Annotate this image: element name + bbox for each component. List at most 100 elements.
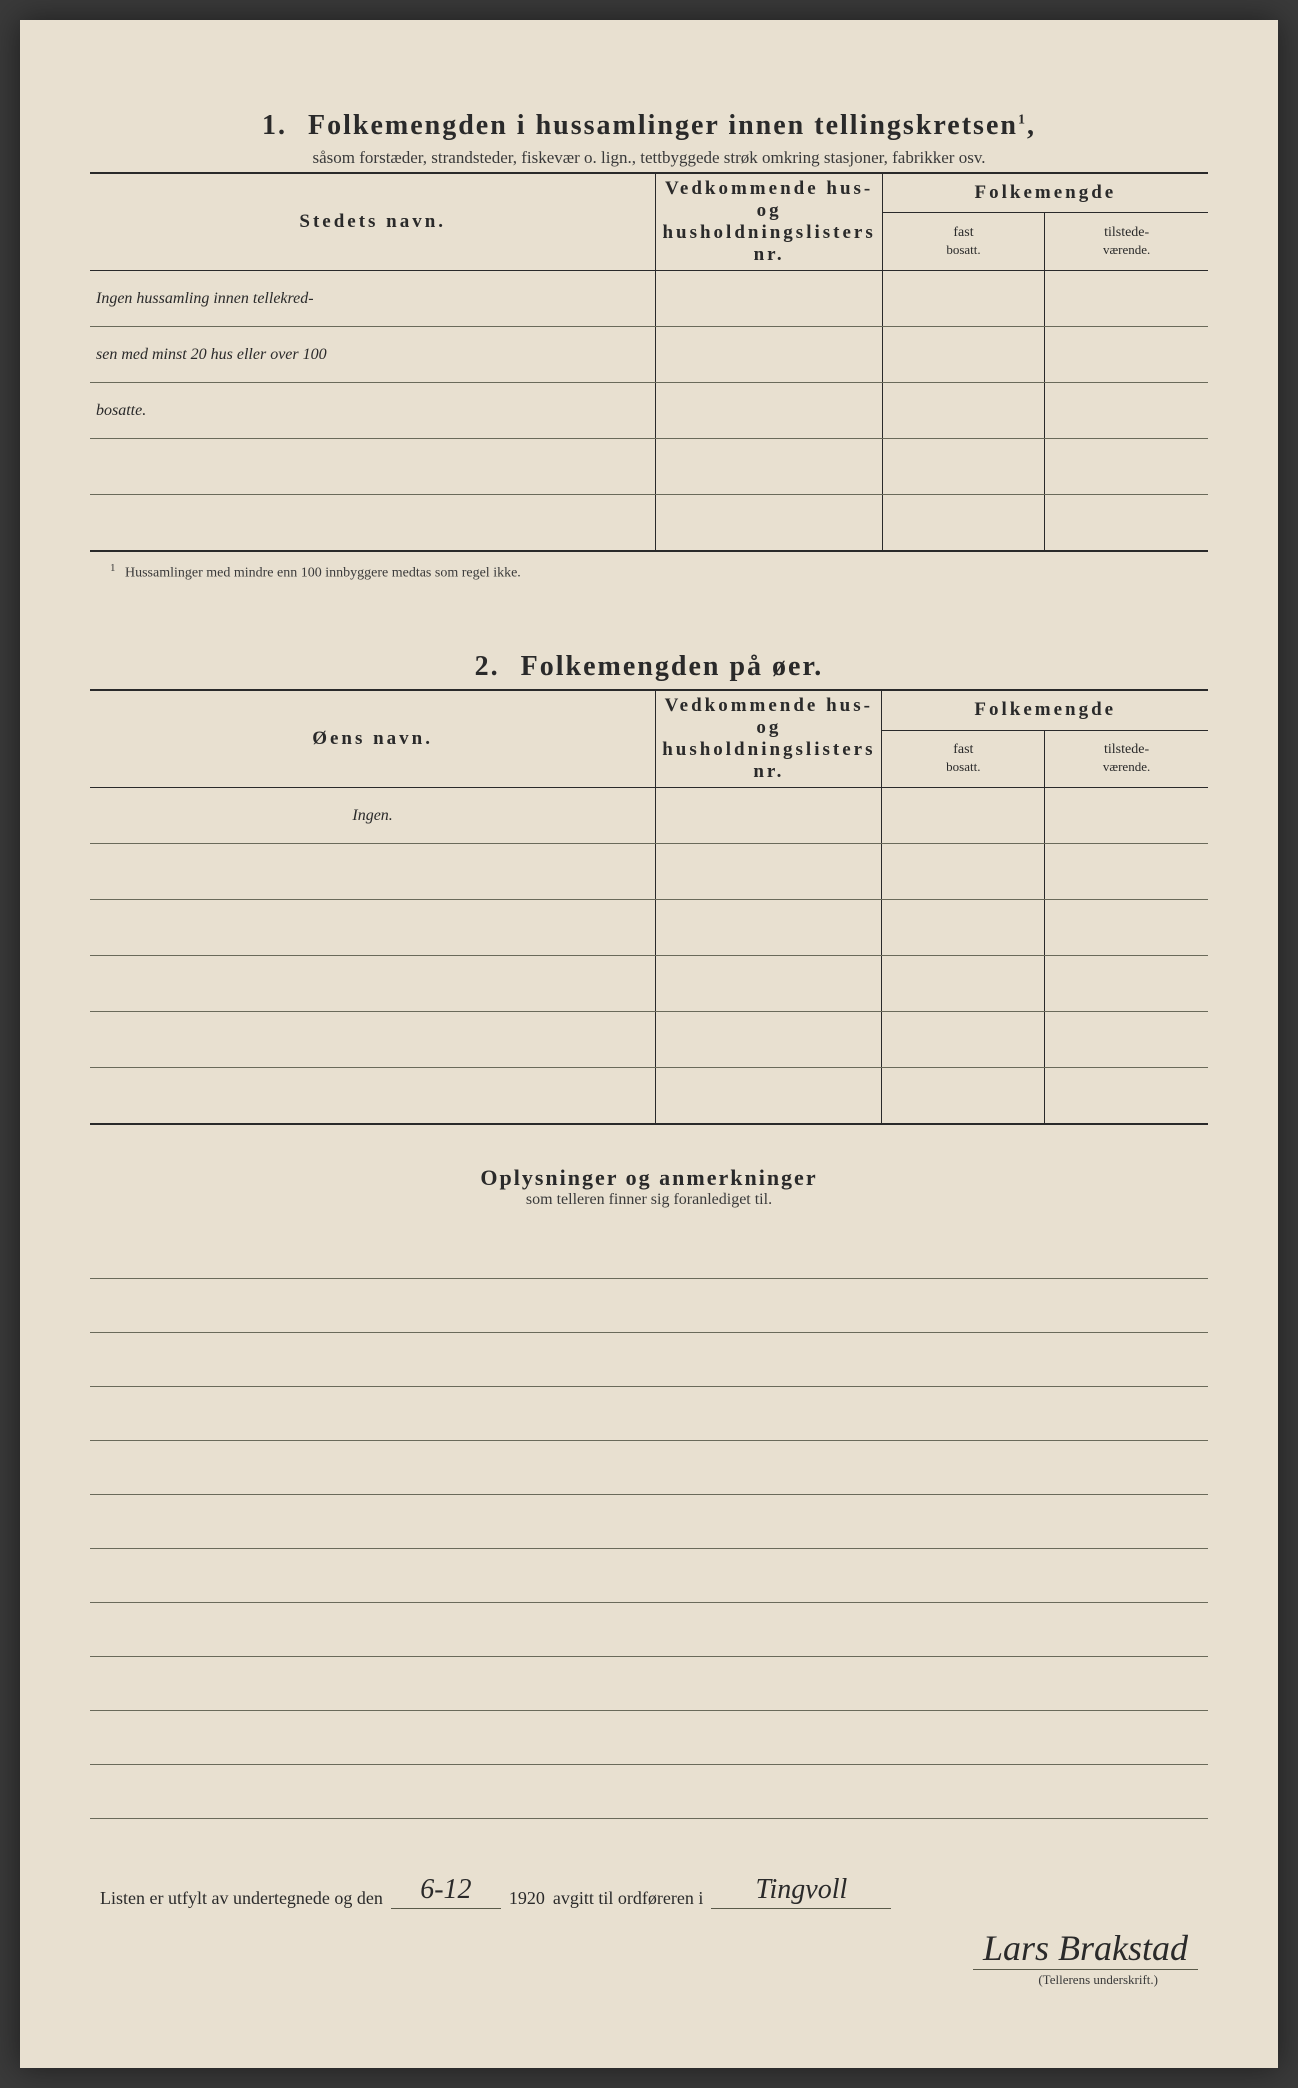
- empty-cell: [90, 495, 656, 551]
- empty-cell: [656, 383, 882, 439]
- empty-cell: [1045, 900, 1208, 956]
- empty-cell: [656, 788, 882, 844]
- col-header-ref: Vedkommende hus- og husholdningslisters …: [656, 690, 882, 788]
- section-1-title: 1. Folkemengden i hussamlinger innen tel…: [90, 110, 1208, 142]
- section-3: Oplysninger og anmerkninger som telleren…: [90, 1165, 1208, 1819]
- empty-cell: [90, 1068, 656, 1124]
- footnote-text: Hussamlinger med mindre enn 100 innbygge…: [125, 565, 521, 580]
- col-header-name: Øens navn.: [90, 690, 656, 788]
- empty-cell: [882, 1068, 1045, 1124]
- sig-prefix: Listen er utfylt av undertegnede og den: [100, 1888, 383, 1909]
- col-header-folkemengde: Folkemengde: [882, 690, 1208, 730]
- empty-cell: [90, 844, 656, 900]
- section-3-title: Oplysninger og anmerkninger: [90, 1165, 1208, 1191]
- table-row: Ingen hussamling innen tellekred-: [90, 271, 1208, 327]
- empty-cell: [1045, 1012, 1208, 1068]
- handwritten-cell: bosatte.: [90, 383, 656, 439]
- section-2-title-text: Folkemengden på øer.: [521, 651, 824, 682]
- ruled-line: [90, 1549, 1208, 1603]
- signature-name-row: Lars Brakstad: [100, 1927, 1198, 1970]
- handwritten-cell: sen med minst 20 hus eller over 100: [90, 327, 656, 383]
- col-header-fast: fast bosatt.: [882, 730, 1045, 788]
- table-row: sen med minst 20 hus eller over 100: [90, 327, 1208, 383]
- empty-cell: [90, 900, 656, 956]
- empty-cell: [1045, 271, 1208, 327]
- empty-cell: [882, 956, 1045, 1012]
- signature-caption: (Tellerens underskrift.): [100, 1972, 1198, 1988]
- ruled-line: [90, 1441, 1208, 1495]
- table-row: bosatte.: [90, 383, 1208, 439]
- empty-cell: [656, 1068, 882, 1124]
- section-2-table: Øens navn. Vedkommende hus- og husholdni…: [90, 689, 1208, 1125]
- ruled-line: [90, 1387, 1208, 1441]
- ruled-line: [90, 1711, 1208, 1765]
- handwritten-cell: Ingen hussamling innen tellekred-: [90, 271, 656, 327]
- col-header-folkemengde: Folkemengde: [882, 173, 1208, 213]
- remarks-lines: [90, 1225, 1208, 1819]
- table-row: [90, 844, 1208, 900]
- empty-cell: [90, 1012, 656, 1068]
- empty-cell: [882, 495, 1045, 551]
- signature-block: Listen er utfylt av undertegnede og den …: [100, 1874, 1198, 1988]
- section-3-subtitle: som telleren finner sig foranlediget til…: [90, 1191, 1208, 1209]
- empty-cell: [1045, 956, 1208, 1012]
- table-row: [90, 956, 1208, 1012]
- section-1-number: 1.: [262, 110, 287, 141]
- section-2-number: 2.: [475, 651, 500, 682]
- sig-place: Tingvoll: [711, 1874, 891, 1909]
- table-row: [90, 1012, 1208, 1068]
- empty-cell: [656, 900, 882, 956]
- handwritten-cell: Ingen.: [90, 788, 656, 844]
- ruled-line: [90, 1603, 1208, 1657]
- table-row: [90, 1068, 1208, 1124]
- section-2-title: 2. Folkemengden på øer.: [90, 651, 1208, 683]
- sig-date: 6-12: [391, 1874, 501, 1909]
- ruled-line: [90, 1495, 1208, 1549]
- footnote-number: 1: [110, 562, 116, 574]
- empty-cell: [882, 327, 1045, 383]
- table-row: [90, 495, 1208, 551]
- empty-cell: [656, 956, 882, 1012]
- table-row: Ingen.: [90, 788, 1208, 844]
- empty-cell: [882, 439, 1045, 495]
- empty-cell: [656, 1012, 882, 1068]
- ruled-line: [90, 1657, 1208, 1711]
- empty-cell: [882, 844, 1045, 900]
- empty-cell: [1045, 788, 1208, 844]
- empty-cell: [1045, 383, 1208, 439]
- ruled-line: [90, 1225, 1208, 1279]
- signature-line: Listen er utfylt av undertegnede og den …: [100, 1874, 1198, 1909]
- col-header-tilstede: tilstede- værende.: [1045, 213, 1208, 271]
- empty-cell: [882, 900, 1045, 956]
- ruled-line: [90, 1765, 1208, 1819]
- table-row: [90, 900, 1208, 956]
- document-page: 1. Folkemengden i hussamlinger innen tel…: [20, 20, 1278, 2068]
- empty-cell: [882, 1012, 1045, 1068]
- empty-cell: [656, 439, 882, 495]
- col-header-ref: Vedkommende hus- og husholdningslisters …: [656, 173, 882, 271]
- col-header-fast: fast bosatt.: [882, 213, 1045, 271]
- empty-cell: [1045, 1068, 1208, 1124]
- section-1-table: Stedets navn. Vedkommende hus- og hushol…: [90, 172, 1208, 552]
- section-1-title-end: ,: [1027, 110, 1036, 141]
- empty-cell: [1045, 844, 1208, 900]
- ruled-line: [90, 1333, 1208, 1387]
- table-row: [90, 439, 1208, 495]
- sig-mid: avgitt til ordføreren i: [553, 1888, 703, 1909]
- ruled-line: [90, 1279, 1208, 1333]
- empty-cell: [90, 439, 656, 495]
- empty-cell: [882, 271, 1045, 327]
- empty-cell: [882, 383, 1045, 439]
- empty-cell: [656, 327, 882, 383]
- empty-cell: [656, 844, 882, 900]
- signature-name: Lars Brakstad: [973, 1927, 1198, 1970]
- section-2: 2. Folkemengden på øer. Øens navn. Vedko…: [90, 651, 1208, 1125]
- empty-cell: [90, 956, 656, 1012]
- empty-cell: [1045, 327, 1208, 383]
- section-1-subtitle: såsom forstæder, strandsteder, fiskevær …: [90, 148, 1208, 168]
- section-1: 1. Folkemengden i hussamlinger innen tel…: [90, 110, 1208, 581]
- col-header-name: Stedets navn.: [90, 173, 656, 271]
- section-1-title-sup: 1: [1018, 113, 1027, 128]
- empty-cell: [1045, 495, 1208, 551]
- section-1-title-text: Folkemengden i hussamlinger innen tellin…: [308, 110, 1018, 141]
